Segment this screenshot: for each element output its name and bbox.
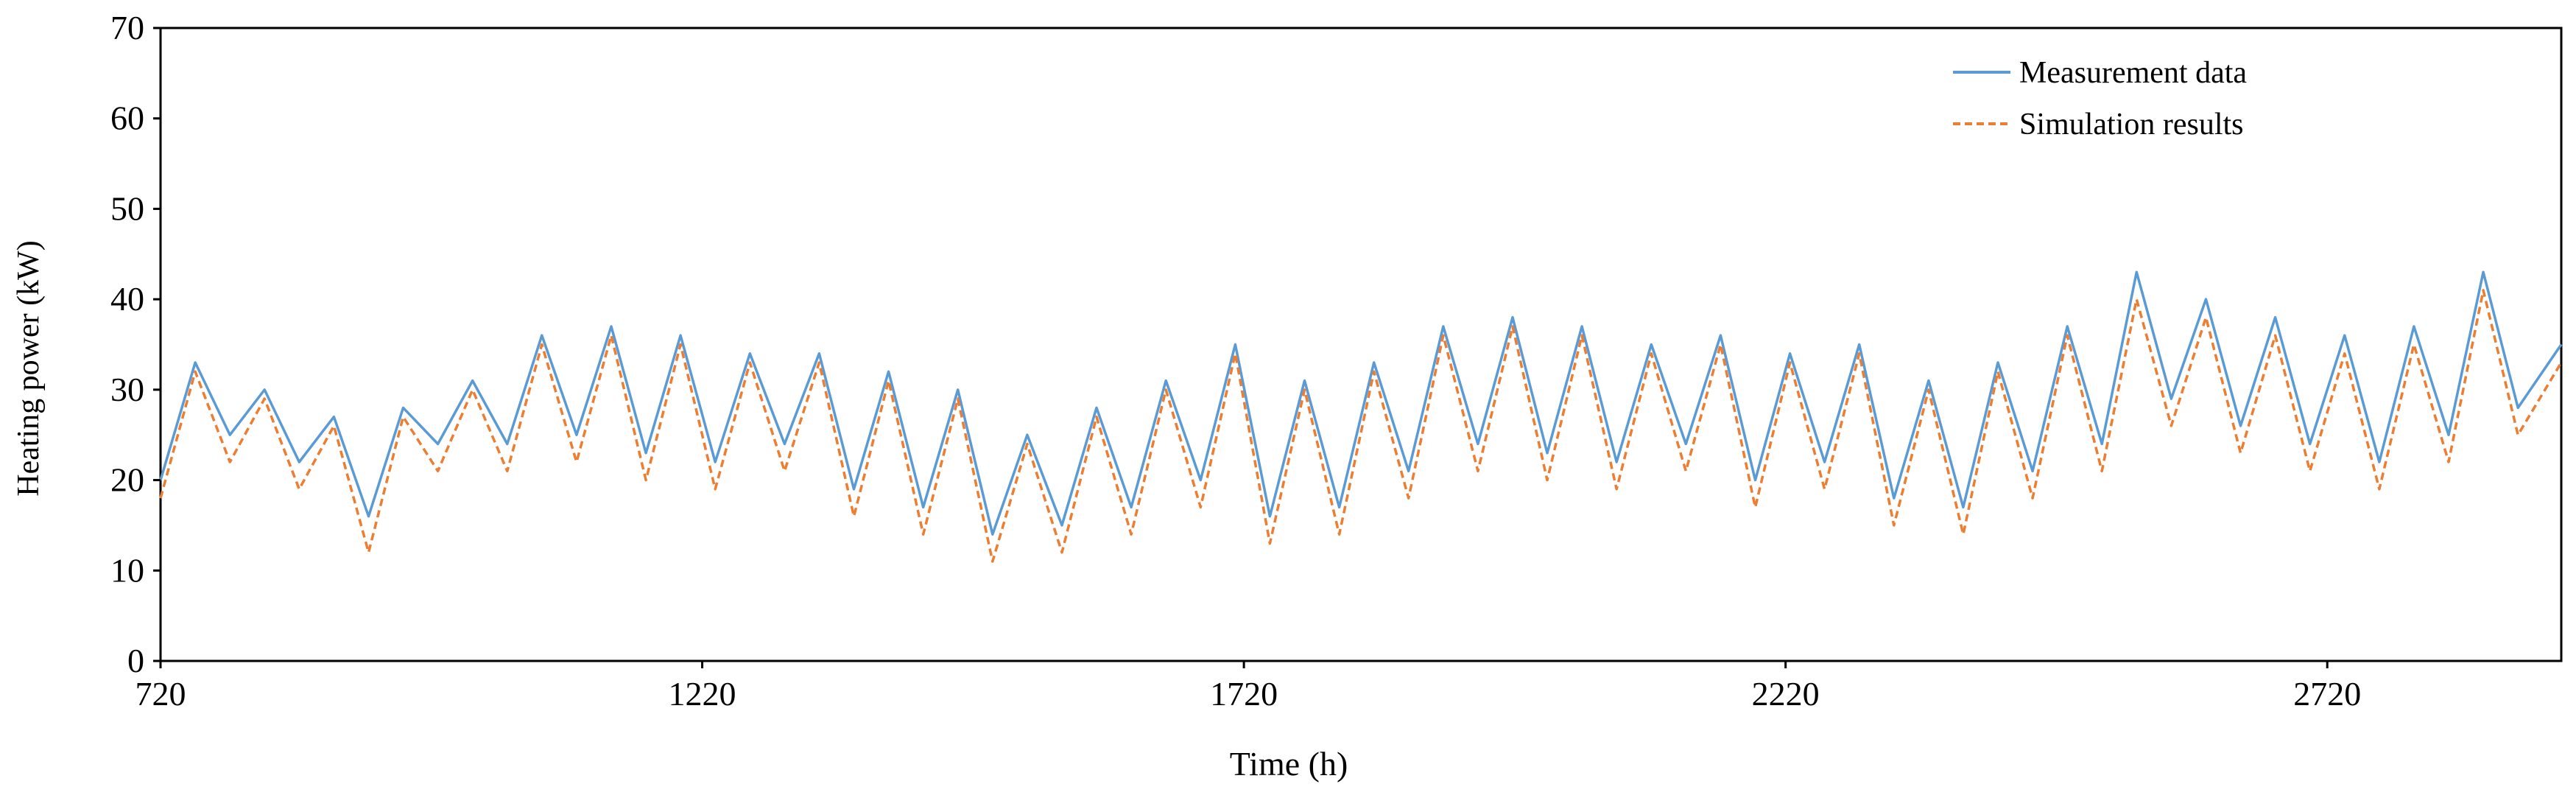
- x-tick-label: 1720: [1210, 675, 1278, 713]
- x-axis-ticks: 720 1220 1720 2220 2720: [136, 661, 2361, 713]
- y-tick-label: 70: [110, 9, 144, 46]
- y-tick-label: 50: [110, 189, 144, 227]
- y-tick-label: 60: [110, 99, 144, 137]
- series-line-simulation: [159, 289, 2563, 563]
- x-tick-label: 720: [136, 675, 186, 713]
- y-tick-label: 20: [110, 461, 144, 499]
- y-axis-ticks: 0 10 20 30 40 50 60 70: [110, 9, 161, 679]
- legend-label-measurement: Measurement data: [2019, 56, 2247, 90]
- legend: Measurement data Simulation results: [1953, 56, 2247, 141]
- x-tick-label: 2720: [2293, 675, 2361, 713]
- x-axis-label: Time (h): [1230, 745, 1348, 783]
- y-tick-label: 0: [127, 642, 144, 679]
- y-tick-label: 40: [110, 280, 144, 318]
- y-tick-label: 10: [110, 551, 144, 589]
- series-line-measurement: [159, 270, 2563, 536]
- x-tick-label: 2220: [1752, 675, 1820, 713]
- y-tick-label: 30: [110, 371, 144, 408]
- y-axis-label: Heating power (kW): [12, 240, 46, 497]
- legend-label-simulation: Simulation results: [2019, 108, 2244, 141]
- series-layer: [159, 270, 2563, 563]
- x-tick-label: 1220: [669, 675, 736, 713]
